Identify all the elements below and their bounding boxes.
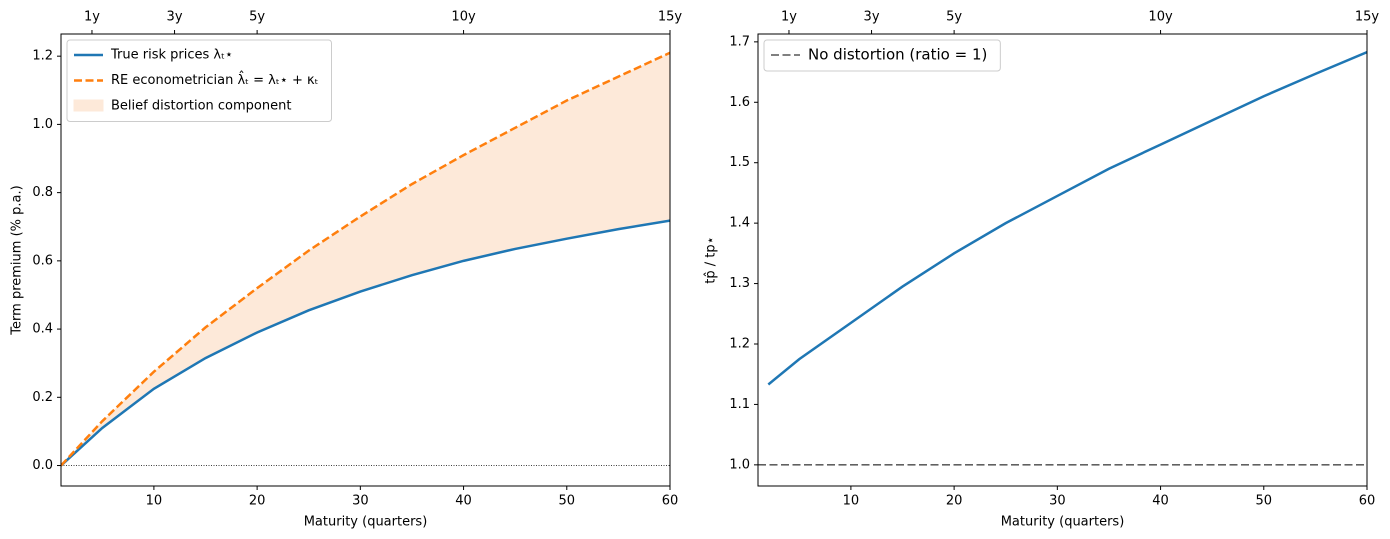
subplot: 10 20 30 40 50 60 1y 3y 5y 10y 15y 0.0 0.2 0.4 0.6 0.8 1… (10, 10, 683, 530)
y-tick-label: 1.3 (729, 276, 750, 291)
x-tick-label: 60 (1359, 494, 1376, 509)
x-tick-label: 50 (559, 494, 576, 509)
legend: No distortion (ratio = 1) (763, 39, 1001, 72)
y-axis-label: Term premium (% p.a.) (10, 185, 25, 335)
top-x-tick-label: 5y (946, 10, 962, 25)
top-x-tick-label: 10y (451, 10, 476, 25)
line (767, 50, 1367, 386)
x-tick-label: 10 (843, 494, 860, 509)
plot-area (61, 51, 670, 467)
legend-label: True risk prices λₜ⋆ (110, 48, 233, 63)
y-tick-label: 1.0 (729, 457, 750, 472)
legend-label: No distortion (ratio = 1) (808, 46, 987, 64)
legend-swatch (73, 99, 104, 112)
legend-label: RE econometrician λ̂ₜ = λₜ⋆ + κₜ (111, 71, 319, 88)
top-x-tick-label: 15y (658, 10, 683, 25)
y-tick-label: 1.5 (729, 155, 750, 170)
y-axis-label: tp̂ / tp⋆ (704, 236, 719, 283)
legend-box (66, 39, 332, 122)
x-tick-label: 20 (249, 494, 266, 509)
x-tick-label: 60 (662, 494, 679, 509)
y-tick-label: 1.2 (729, 336, 750, 351)
x-axis-label: Maturity (quarters) (1001, 515, 1125, 530)
axes-frame (757, 33, 1368, 487)
y-tick-label: 1.7 (729, 34, 750, 49)
line (61, 219, 670, 467)
x-tick-label: 40 (1152, 494, 1169, 509)
top-x-tick-label: 5y (249, 10, 265, 25)
y-tick-label: 1.4 (729, 216, 750, 231)
x-axis-label: Maturity (quarters) (304, 515, 428, 530)
legend-label: Belief distortion component (111, 99, 291, 114)
subplot: 10 20 30 40 50 60 1y 3y 5y 10y 15y 1.0 1.1 1.2 1.3 1.4 1… (704, 10, 1380, 530)
top-x-tick-label: 3y (167, 10, 183, 25)
fill-band (61, 52, 670, 466)
x-tick-label: 20 (946, 494, 963, 509)
top-x-tick-label: 1y (781, 10, 797, 25)
y-tick-label: 1.1 (729, 397, 750, 412)
y-tick-label: 0.0 (32, 458, 53, 473)
y-tick-label: 1.2 (32, 49, 53, 64)
plot-area (758, 50, 1367, 466)
x-tick-label: 40 (455, 494, 472, 509)
y-tick-label: 1.6 (729, 95, 750, 110)
top-x-tick-label: 1y (84, 10, 100, 25)
line (61, 51, 670, 467)
y-tick-label: 1.0 (32, 117, 53, 132)
top-x-tick-label: 3y (864, 10, 880, 25)
legend: True risk prices λₜ⋆ RE econometrician λ̂… (66, 39, 332, 122)
legend-box (763, 39, 1001, 72)
x-tick-label: 30 (1049, 494, 1066, 509)
x-tick-label: 30 (352, 494, 369, 509)
x-tick-label: 10 (146, 494, 163, 509)
axes-frame (60, 33, 671, 487)
y-tick-label: 0.2 (32, 390, 53, 405)
y-tick-label: 0.8 (32, 185, 53, 200)
y-tick-label: 0.6 (32, 253, 53, 268)
y-tick-label: 0.4 (32, 322, 53, 337)
x-tick-label: 50 (1256, 494, 1273, 509)
top-x-tick-label: 15y (1355, 10, 1380, 25)
top-x-tick-label: 10y (1148, 10, 1173, 25)
